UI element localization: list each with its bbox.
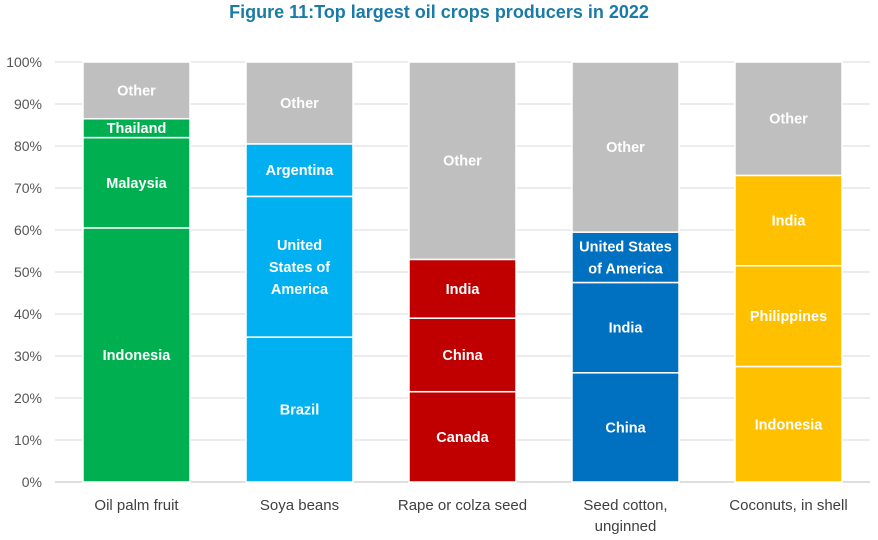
bars — [82, 61, 843, 483]
segment-label: India — [772, 214, 807, 230]
bar-segment — [245, 143, 354, 198]
x-axis-categories: Oil palm fruit Soya beans Rape or colza se… — [94, 497, 847, 535]
segment-label: Argentina — [266, 163, 335, 179]
segment-label: Other — [280, 96, 319, 112]
category-label: Soya beans — [260, 497, 339, 514]
bar-segment — [408, 258, 517, 319]
segment-label: Indonesia — [103, 348, 172, 364]
bar-segment — [408, 317, 517, 393]
y-tick-label: 100% — [6, 54, 42, 70]
category-label: Coconuts, in shell — [729, 497, 847, 514]
segment-label: of America — [588, 261, 663, 277]
bar-segment — [734, 365, 843, 483]
y-tick-label: 10% — [14, 432, 42, 448]
bar-segment — [245, 61, 354, 145]
bar-segment — [734, 264, 843, 368]
segment-label: Other — [117, 83, 156, 99]
segment-label: Philippines — [750, 309, 827, 325]
y-tick-label: 20% — [14, 390, 42, 406]
y-tick-label: 90% — [14, 96, 42, 112]
segment-label: Malaysia — [106, 176, 167, 192]
segment-label: Other — [443, 154, 482, 170]
category-label: Oil palm fruit — [94, 497, 179, 514]
y-tick-label: 30% — [14, 348, 42, 364]
bar-segment — [571, 372, 680, 483]
y-tick-label: 40% — [14, 306, 42, 322]
segment-label: States of — [269, 260, 330, 276]
segment-label: Canada — [436, 430, 489, 446]
bar-segment — [82, 61, 191, 120]
category-label: unginned — [595, 518, 657, 535]
segment-label: Thailand — [107, 121, 167, 137]
bar-segment — [245, 195, 354, 338]
segment-label: China — [442, 348, 483, 364]
bar-segment — [82, 136, 191, 229]
bar-segment — [571, 61, 680, 233]
y-tick-label: 60% — [14, 222, 42, 238]
segment-label: Brazil — [280, 403, 320, 419]
segment-label: United — [277, 238, 322, 254]
category-label: Seed cotton, — [583, 497, 667, 514]
segment-label: Indonesia — [755, 417, 824, 433]
segment-label: Other — [769, 112, 808, 128]
segment-label: America — [271, 282, 329, 298]
y-axis-ticks: 0% 10% 20% 30% 40% 50% 60% 70% 80% 90% 100% — [6, 54, 42, 490]
segment-label: India — [609, 321, 644, 337]
y-tick-label: 50% — [14, 264, 42, 280]
bar-segment — [571, 231, 680, 284]
segment-label: India — [446, 282, 481, 298]
segment-label: Other — [606, 140, 645, 156]
category-label: Rape or colza seed — [398, 497, 527, 514]
bar-segment — [408, 61, 517, 261]
y-tick-label: 80% — [14, 138, 42, 154]
segment-label: United States — [579, 239, 672, 255]
bar-segment — [245, 336, 354, 483]
bar-segment — [82, 227, 191, 483]
bar-segment — [734, 174, 843, 267]
bar-segment — [571, 281, 680, 374]
y-tick-label: 70% — [14, 180, 42, 196]
bar-segment — [734, 61, 843, 177]
y-tick-label: 0% — [22, 474, 42, 490]
bar-segment — [408, 390, 517, 483]
segment-label: China — [605, 420, 646, 436]
chart-title: Figure 11:Top largest oil crops producer… — [229, 2, 649, 22]
segment-labels: Indonesia Malaysia Thailand Other Brazil Unit… — [103, 83, 828, 446]
